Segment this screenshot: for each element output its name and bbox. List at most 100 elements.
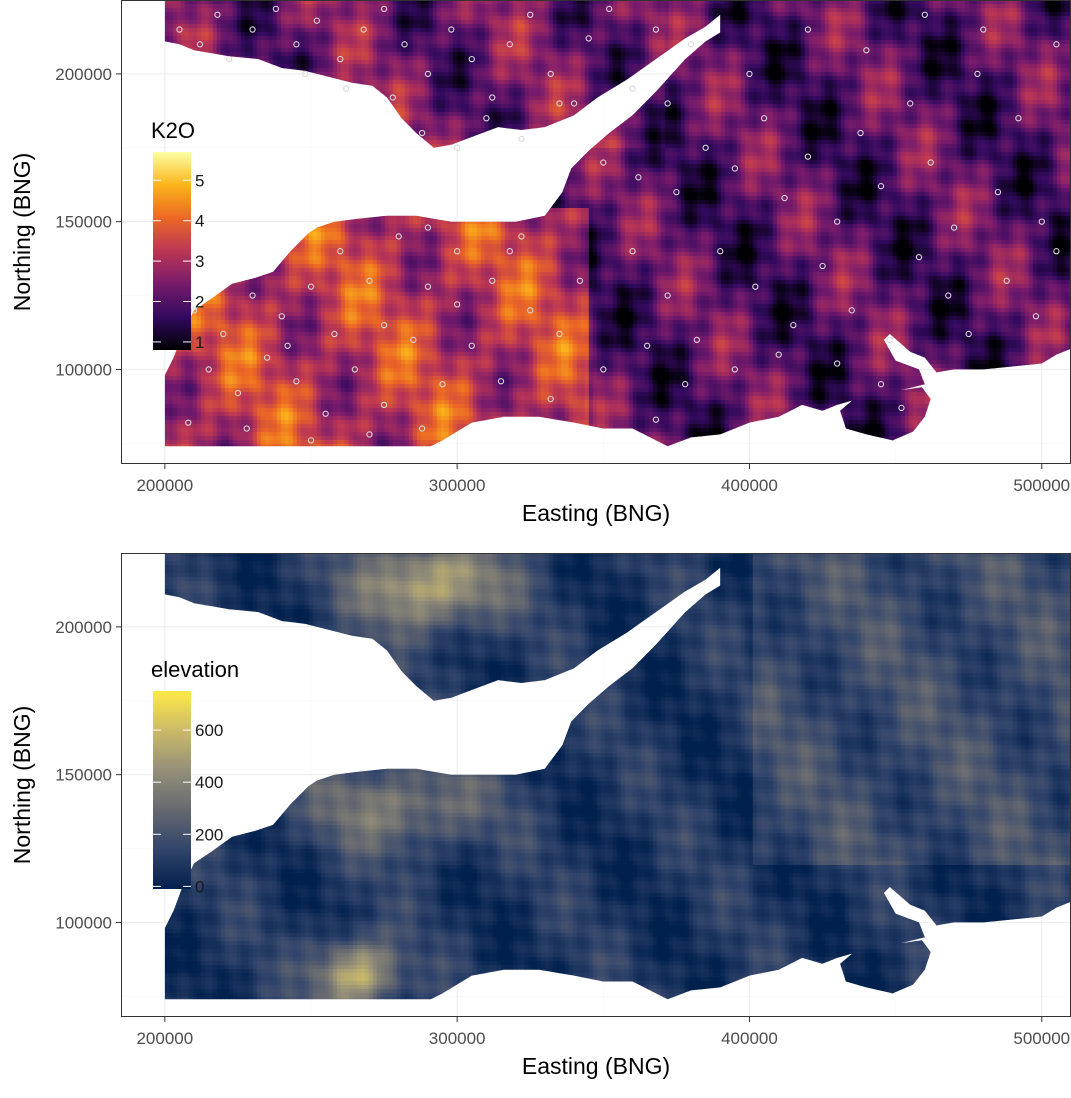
raster-cell [309,432,313,436]
raster-cell [329,268,333,272]
raster-cell [221,348,225,352]
raster-cell [249,244,253,248]
raster-cell [217,312,221,316]
raster-cell [309,416,313,420]
raster-cell [285,436,289,440]
raster-cell [273,312,277,316]
raster-cell [325,316,329,320]
raster-cell [197,320,201,324]
raster-cell [257,372,261,376]
raster-cell [229,124,233,128]
raster-cell [297,396,301,400]
raster-cell [317,180,321,184]
raster-cell [305,48,309,52]
raster-cell [225,248,229,252]
raster-cell [185,68,189,72]
raster-cell [209,388,213,392]
raster-cell [337,384,341,388]
raster-cell [225,320,229,324]
raster-cell [341,208,345,212]
raster-cell [201,68,205,72]
raster-cell [337,172,341,176]
raster-cell [317,360,321,364]
raster-cell [253,420,257,424]
raster-cell [301,232,305,236]
raster-cell [205,300,209,304]
raster-cell [289,100,293,104]
raster-cell [225,128,229,132]
raster-cell [329,344,333,348]
raster-cell [245,136,249,140]
raster-cell [313,120,317,124]
raster-cell [333,372,337,376]
raster-cell [269,360,273,364]
raster-cell [197,92,201,96]
raster-cell [293,128,297,132]
raster-cell [197,420,201,424]
raster-cell [341,192,345,196]
raster-cell [269,136,273,140]
raster-cell [317,196,321,200]
raster-cell [329,424,333,428]
raster-cell [341,160,345,164]
raster-cell [213,324,217,328]
raster-cell [285,428,289,432]
raster-cell [281,416,285,420]
raster-cell [329,48,333,52]
raster-cell [245,20,249,24]
raster-cell [273,204,277,208]
raster-cell [293,344,297,348]
raster-cell [305,280,309,284]
raster-cell [213,440,217,444]
raster-cell [333,308,337,312]
raster-cell [197,424,201,428]
raster-cell [249,136,253,140]
raster-cell [189,12,193,16]
raster-cell [277,104,281,108]
raster-cell [265,372,269,376]
raster-cell [241,232,245,236]
raster-cell [261,272,265,276]
raster-cell [249,80,253,84]
raster-cell [333,264,337,268]
raster-cell [181,104,185,108]
raster-cell [341,32,345,36]
raster-cell [241,152,245,156]
raster-cell [197,440,201,444]
raster-cell [229,240,233,244]
raster-cell [193,84,197,88]
raster-cell [193,56,197,60]
raster-cell [225,276,229,280]
raster-cell [269,424,273,428]
raster-cell [209,240,213,244]
raster-cell [181,380,185,384]
raster-cell [169,4,173,8]
raster-cell [209,228,213,232]
raster-cell [229,148,233,152]
raster-cell [289,360,293,364]
raster-cell [269,172,273,176]
raster-cell [241,156,245,160]
raster-cell [261,108,265,112]
raster-cell [249,256,253,260]
raster-cell [193,364,197,368]
raster-cell [181,424,185,428]
raster-cell [185,148,189,152]
raster-cell [201,20,205,24]
raster-cell [169,60,173,64]
raster-cell [209,204,213,208]
raster-cell [297,24,301,28]
raster-cell [305,52,309,56]
raster-cell [285,276,289,280]
raster-cell [325,268,329,272]
raster-cell [321,36,325,40]
raster-cell [301,204,305,208]
raster-cell [237,424,241,428]
raster-cell [313,348,317,352]
raster-cell [245,96,249,100]
raster-cell [177,60,181,64]
raster-cell [281,420,285,424]
raster-cell [289,356,293,360]
raster-cell [241,392,245,396]
raster-cell [205,100,209,104]
